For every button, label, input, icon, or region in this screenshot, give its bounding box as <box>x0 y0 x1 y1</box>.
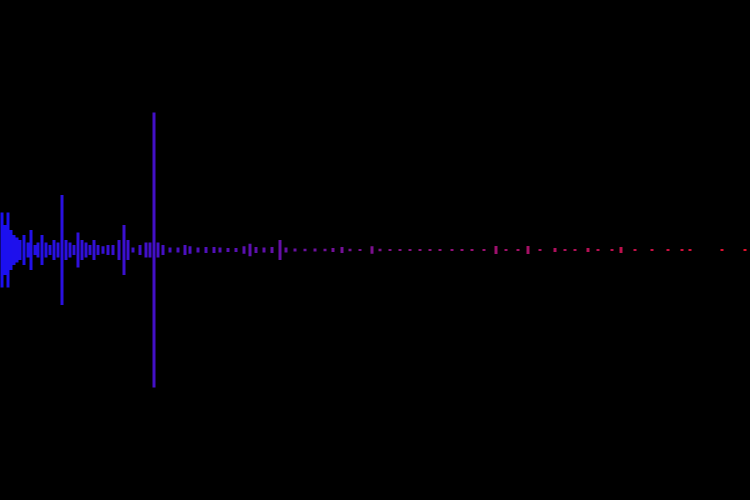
wave-bar <box>526 246 530 254</box>
wave-bar <box>6 212 10 288</box>
wave-bar <box>117 240 121 260</box>
wave-bar <box>72 245 76 255</box>
wave-bar <box>22 235 26 265</box>
wave-bar <box>212 247 216 253</box>
wave-bar <box>553 248 557 252</box>
wave-bar <box>52 240 56 260</box>
wave-bar <box>168 247 172 253</box>
wave-bar <box>84 242 88 258</box>
wave-bar <box>196 247 200 253</box>
wave-bar <box>188 246 192 254</box>
wave-bar <box>323 248 327 252</box>
wave-bar <box>138 245 142 255</box>
wave-bar <box>370 246 374 254</box>
wave-bar <box>573 249 577 251</box>
wave-bar <box>26 242 30 258</box>
wave-bar <box>303 248 307 252</box>
wave-bar <box>68 242 72 258</box>
wave-bar <box>15 237 19 263</box>
wave-bar <box>398 249 402 251</box>
wave-bar <box>482 249 486 251</box>
wave-bar <box>96 245 100 255</box>
wave-bar <box>204 247 208 253</box>
wave-bar <box>688 249 692 251</box>
wave-bar <box>122 225 126 275</box>
wave-bar <box>494 246 498 254</box>
wave-bar <box>36 242 40 258</box>
wave-bar <box>348 248 352 252</box>
wave-bar <box>60 195 64 305</box>
wave-bar <box>720 249 724 251</box>
wave-bar <box>538 249 542 251</box>
wave-bar <box>161 245 165 255</box>
wave-bar <box>278 240 282 260</box>
wave-bar <box>226 248 230 252</box>
wave-bar <box>586 248 590 252</box>
wave-bar <box>234 248 238 252</box>
wave-bar <box>563 249 567 251</box>
wave-bar <box>254 247 258 253</box>
wave-bar <box>313 248 317 252</box>
wave-bar <box>106 245 110 255</box>
wave-bar <box>340 247 344 253</box>
wave-bar <box>88 245 92 255</box>
wave-bar <box>504 249 508 251</box>
wave-bar <box>470 249 474 251</box>
wave-bar <box>358 249 362 251</box>
wave-bar <box>516 249 520 251</box>
wave-bar <box>596 249 600 251</box>
wave-bar <box>111 245 115 255</box>
wave-bar <box>176 247 180 253</box>
wave-bar <box>242 246 246 254</box>
wave-bar <box>76 232 80 268</box>
wave-bar <box>460 249 464 251</box>
wave-bar <box>40 235 44 265</box>
wave-bar <box>48 245 52 255</box>
wave-bar <box>183 245 187 255</box>
wave-bar <box>418 249 422 251</box>
wave-bar <box>18 240 22 260</box>
wave-bar <box>248 243 252 257</box>
wave-bar <box>126 240 130 260</box>
wave-bar <box>80 240 84 260</box>
wave-bar <box>156 242 160 258</box>
wave-bar <box>270 247 274 253</box>
wave-bar <box>388 249 392 251</box>
wave-bar <box>633 249 637 251</box>
wave-bar <box>0 212 4 288</box>
wave-bar <box>284 247 288 253</box>
wave-bar <box>56 242 60 258</box>
wave-bar <box>92 240 96 260</box>
wave-bar <box>743 249 747 251</box>
wave-bar <box>101 246 105 254</box>
wave-bar <box>450 249 454 251</box>
wave-bar <box>378 248 382 252</box>
wave-bar <box>131 247 135 253</box>
wave-bar <box>33 245 37 255</box>
wave-bar <box>666 249 670 251</box>
wave-bar <box>428 249 432 251</box>
wave-bar <box>619 247 623 253</box>
wave-bar <box>650 249 654 251</box>
wave-bar <box>3 225 7 275</box>
wave-bar <box>148 242 152 258</box>
wave-bar <box>262 247 266 253</box>
wave-bar <box>12 235 16 265</box>
wave-bar <box>680 249 684 251</box>
wave-bar <box>610 249 614 251</box>
wave-bar <box>29 230 33 270</box>
wave-bar <box>144 242 148 258</box>
wave-bar <box>293 248 297 252</box>
wave-bar <box>331 248 335 252</box>
wave-bar <box>438 249 442 251</box>
wave-bar <box>218 247 222 253</box>
wave-bar <box>9 230 13 270</box>
wave-bar <box>152 112 156 388</box>
wave-bar <box>64 240 68 260</box>
wave-bar <box>408 249 412 251</box>
wave-bar <box>44 242 48 258</box>
